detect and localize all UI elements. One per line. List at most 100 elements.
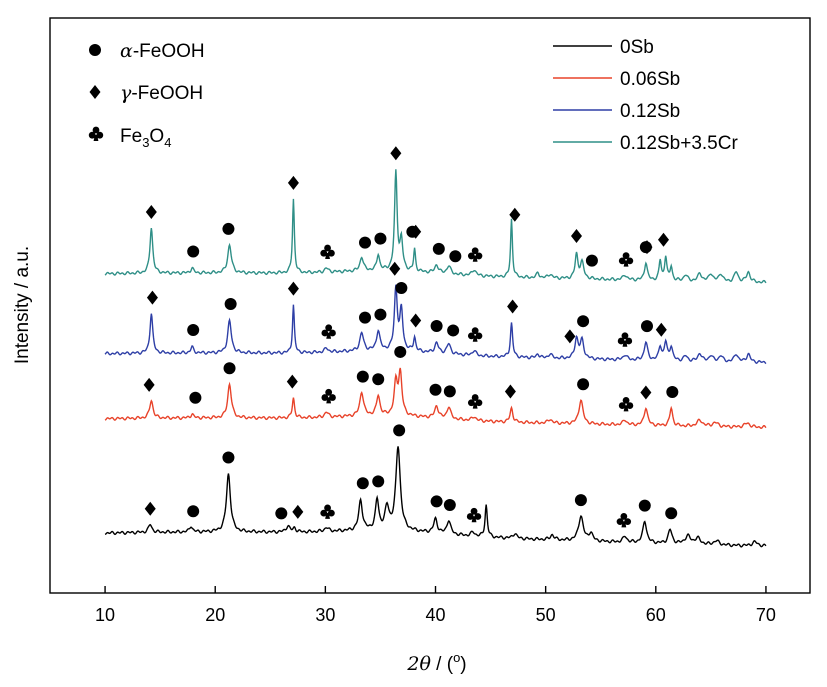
club-phase-marker <box>321 388 336 404</box>
diamond-phase-marker <box>641 240 653 255</box>
legend-label: 0Sb <box>620 37 654 58</box>
club-phase-marker <box>617 332 633 347</box>
legend-label: 0.06Sb <box>620 69 680 90</box>
circle-phase-marker <box>372 373 385 386</box>
club-phase-marker <box>616 513 632 528</box>
diamond-phase-marker <box>570 228 582 243</box>
x-tick-label: 70 <box>756 605 776 625</box>
formula-subscript: 4 <box>164 135 171 150</box>
diamond-phase-marker <box>143 377 155 392</box>
y-axis-title: Intensity / a.u. <box>12 246 33 364</box>
formula-element: Fe <box>120 126 142 147</box>
club-phase-marker <box>467 327 483 342</box>
series-legend-item-012sb: 0.12Sb <box>553 101 680 122</box>
diamond-phase-marker <box>287 281 299 296</box>
diamond-phase-marker <box>509 207 521 222</box>
legend-label: 0.12Sb+3.5Cr <box>620 133 738 154</box>
diamond-phase-marker <box>658 232 670 247</box>
diamond-phase-marker <box>655 322 667 337</box>
x-axis-separator: / ( <box>431 654 454 675</box>
phase-legend-item-gamma-feooh: γ-FeOOH <box>89 82 203 104</box>
circle-phase-marker <box>187 245 200 258</box>
circle-phase-marker <box>447 324 460 337</box>
x-axis-title: 2θ / (o) <box>406 650 466 675</box>
club-phase-marker <box>467 247 483 262</box>
diamond-phase-marker <box>286 374 298 389</box>
circle-phase-marker <box>638 499 651 512</box>
club-phase-marker <box>618 396 634 412</box>
circle-phase-marker <box>224 297 237 310</box>
circle-phase-marker <box>393 424 406 437</box>
phase-name: -FeOOH <box>131 83 203 104</box>
diamond-phase-marker <box>144 501 156 516</box>
x-tick-label: 40 <box>425 605 445 625</box>
diamond-phase-marker <box>145 205 157 220</box>
circle-phase-marker <box>374 232 387 245</box>
circle-phase-marker <box>275 507 288 520</box>
circle-phase-marker <box>430 495 443 508</box>
series-legend-item-0sb: 0Sb <box>553 37 654 58</box>
phase-legend-item-fe3o4: Fe3O4 <box>88 126 171 150</box>
diamond-phase-marker <box>410 313 422 328</box>
diamond-phase-marker <box>389 261 401 276</box>
series-line-0sb <box>104 446 767 548</box>
circle-phase-marker <box>443 385 456 398</box>
circle-phase-marker <box>577 378 590 391</box>
circle-phase-marker <box>443 499 456 512</box>
series-legend-item-012sb-35cr: 0.12Sb+3.5Cr <box>553 133 738 154</box>
club-phase-marker <box>320 504 335 519</box>
club-phase-marker <box>320 244 335 259</box>
series-line-0-12sb <box>104 284 767 365</box>
circle-phase-marker <box>665 507 678 520</box>
phase-name: -FeOOH <box>133 41 205 62</box>
circle-phase-marker <box>395 281 408 294</box>
diamond-phase-marker <box>146 290 158 305</box>
diamond-phase-marker <box>292 504 304 519</box>
series-legend-item-006sb: 0.06Sb <box>553 69 680 90</box>
circle-phase-marker <box>666 385 679 398</box>
club-phase-marker <box>466 507 482 523</box>
phase-legend-item-alpha-feooh: α-FeOOH <box>89 40 205 62</box>
circle-phase-marker <box>372 475 385 488</box>
phase-legend-label: α-FeOOH <box>120 40 205 62</box>
plot-frame <box>49 17 811 594</box>
series-line-0-12sb-3-5cr <box>104 169 767 284</box>
x-tick-label: 20 <box>205 605 225 625</box>
circle-phase-marker <box>359 236 372 249</box>
club-marker-icon <box>88 126 104 141</box>
circle-phase-marker <box>223 362 236 375</box>
diamond-phase-marker <box>287 175 299 190</box>
phase-legend-label: γ-FeOOH <box>120 82 203 104</box>
marker-layer <box>143 146 679 528</box>
series-layer <box>104 169 767 548</box>
diamond-phase-marker <box>410 224 422 239</box>
circle-phase-marker <box>574 494 587 507</box>
circle-phase-marker <box>585 254 598 267</box>
circle-phase-marker <box>429 383 442 396</box>
circle-phase-marker <box>640 320 653 333</box>
circle-phase-marker <box>189 391 202 404</box>
circle-phase-marker <box>430 319 443 332</box>
diamond-phase-marker <box>640 385 652 400</box>
circle-phase-marker <box>187 323 200 336</box>
x-tick-label: 30 <box>315 605 335 625</box>
circle-phase-marker <box>432 242 445 255</box>
phase-prefix: γ <box>120 82 132 104</box>
club-phase-marker <box>467 394 483 409</box>
x-tick-label: 10 <box>95 605 115 625</box>
diamond-phase-marker <box>504 384 516 399</box>
x-tick-label: 50 <box>536 605 556 625</box>
series-legend: 0Sb 0.06Sb 0.12Sb 0.12Sb+3.5Cr <box>553 37 738 154</box>
phase-legend-label: Fe3O4 <box>120 126 171 150</box>
circle-marker-icon <box>89 44 101 56</box>
diamond-marker-icon <box>89 85 101 99</box>
circle-phase-marker <box>374 308 387 321</box>
circle-phase-marker <box>394 345 407 358</box>
formula-subscript: 3 <box>142 135 149 150</box>
diamond-phase-marker <box>390 146 402 161</box>
x-axis: 10 20 30 40 50 60 70 <box>95 586 776 625</box>
legend-label: 0.12Sb <box>620 101 680 122</box>
x-axis-unit: o <box>453 650 460 665</box>
